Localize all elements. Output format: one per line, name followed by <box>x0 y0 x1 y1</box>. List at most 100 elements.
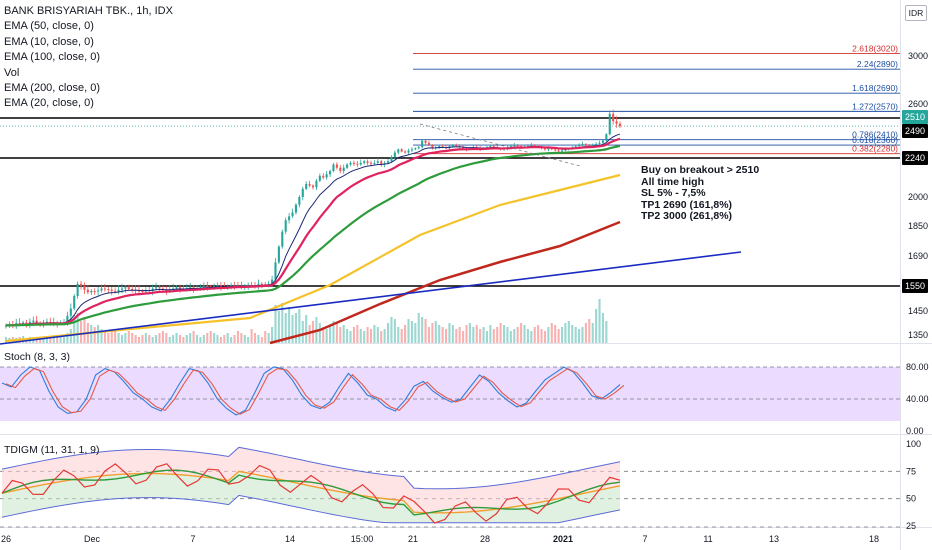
price-tick-label: 1850 <box>908 221 928 231</box>
volume-bar <box>264 331 267 343</box>
candle-body <box>557 150 560 152</box>
tdi-upper-fill <box>2 447 620 513</box>
volume-bar <box>168 337 171 343</box>
candle-body <box>76 283 79 296</box>
volume-bar <box>499 323 502 343</box>
volume-bar <box>175 333 178 343</box>
candle-body <box>90 291 93 293</box>
legend-symbol[interactable]: BANK BRISYARIAH TBK., 1h, IDX <box>4 5 173 17</box>
candle-body <box>366 161 369 163</box>
tdi-upper-band <box>1 446 621 490</box>
candle-body <box>66 315 69 323</box>
candle-body <box>516 145 519 147</box>
candle-body <box>550 148 553 150</box>
volume-bar <box>240 333 243 343</box>
volume-bar <box>100 329 103 343</box>
candle-body <box>492 146 495 148</box>
volume-bar <box>356 325 359 343</box>
volume-bar <box>414 323 417 343</box>
volume-bar <box>291 315 294 343</box>
tdi-mid-line <box>1 470 621 514</box>
candle-body <box>178 287 182 289</box>
tdi-tick-label: 100 <box>906 439 921 449</box>
candle-body <box>202 286 205 288</box>
candle-body <box>373 162 376 164</box>
volume-bar <box>52 338 55 343</box>
candle-body <box>380 161 383 165</box>
candle-body <box>213 286 216 288</box>
candle-body <box>608 113 611 135</box>
volume-bar <box>284 313 287 343</box>
volume-bar <box>322 327 325 343</box>
volume-bar <box>465 325 468 343</box>
volume-bar <box>434 321 437 343</box>
volume-bar <box>373 325 376 343</box>
volume-bar <box>513 329 516 343</box>
volume-bar <box>271 327 274 343</box>
ema20-line <box>5 137 621 327</box>
volume-bar <box>329 325 332 343</box>
legend-ema200[interactable]: EMA (200, close, 0) <box>4 82 100 95</box>
legend-ema100[interactable]: EMA (100, close, 0) <box>4 51 100 64</box>
volume-bar <box>260 337 263 343</box>
volume-bar <box>533 327 536 343</box>
candle-body <box>206 286 209 287</box>
candle-body <box>438 146 441 148</box>
volume-bar <box>567 321 570 343</box>
volume-bar <box>417 313 420 343</box>
volume-bar <box>359 329 362 343</box>
candle-body <box>414 148 417 150</box>
volume-bar <box>383 329 386 343</box>
candle-body <box>22 322 25 324</box>
currency-badge[interactable]: IDR <box>905 5 927 21</box>
volume-bar <box>451 325 454 343</box>
tdi-label[interactable]: TDIGM (11, 31, 1, 9) <box>4 444 100 456</box>
annotation-line: TP1 2690 (161,8%) <box>641 198 733 211</box>
candle-body <box>397 149 400 153</box>
volume-bar <box>410 321 413 343</box>
last-price-tag: 2510 <box>905 112 925 122</box>
volume-bar <box>462 331 465 343</box>
volume-bar <box>472 327 475 343</box>
candle-body <box>281 231 284 247</box>
volume-bar <box>233 335 236 343</box>
volume-bar <box>120 335 124 343</box>
legend-ema50[interactable]: EMA (50, close, 0) <box>4 20 94 33</box>
volume-bar <box>39 337 42 343</box>
candle-body <box>257 283 260 286</box>
candle-body <box>175 287 178 289</box>
candle-body <box>233 284 236 286</box>
stoch-tick-label: 0.00 <box>906 426 924 436</box>
volume-bar <box>250 329 253 343</box>
volume-bar <box>117 333 120 343</box>
volume-bar <box>578 329 581 343</box>
candle-body <box>219 285 222 287</box>
volume-bar <box>192 331 195 343</box>
volume-bar <box>298 309 301 343</box>
volume-bar <box>581 327 584 343</box>
volume-bar <box>380 331 383 343</box>
candle-body <box>301 188 304 197</box>
legend-ema20[interactable]: EMA (20, close, 0) <box>4 97 94 110</box>
legend-vol[interactable]: Vol <box>4 66 20 79</box>
candle-body <box>315 180 318 188</box>
volume-bar <box>42 337 45 343</box>
volume-bar <box>352 327 355 343</box>
candle-body <box>376 161 379 163</box>
volume-bar <box>131 333 134 343</box>
candle-body <box>356 163 359 165</box>
volume-bar <box>90 325 93 343</box>
candle-body <box>110 289 113 291</box>
candle-body <box>329 171 332 175</box>
fib-level-label: 0.786(2410) <box>852 130 898 140</box>
volume-bar <box>35 338 38 343</box>
stoch-label[interactable]: Stoch (8, 3, 3) <box>4 351 70 363</box>
volume-bar <box>103 331 106 343</box>
time-tick-label: 14 <box>285 534 295 544</box>
volume-bar <box>458 327 461 343</box>
legend-ema10[interactable]: EMA (10, close, 0) <box>4 35 94 48</box>
candle-body <box>124 287 127 289</box>
time-tick-label: 2021 <box>553 534 573 544</box>
volume-bar <box>441 327 444 343</box>
volume-bar <box>137 337 141 343</box>
